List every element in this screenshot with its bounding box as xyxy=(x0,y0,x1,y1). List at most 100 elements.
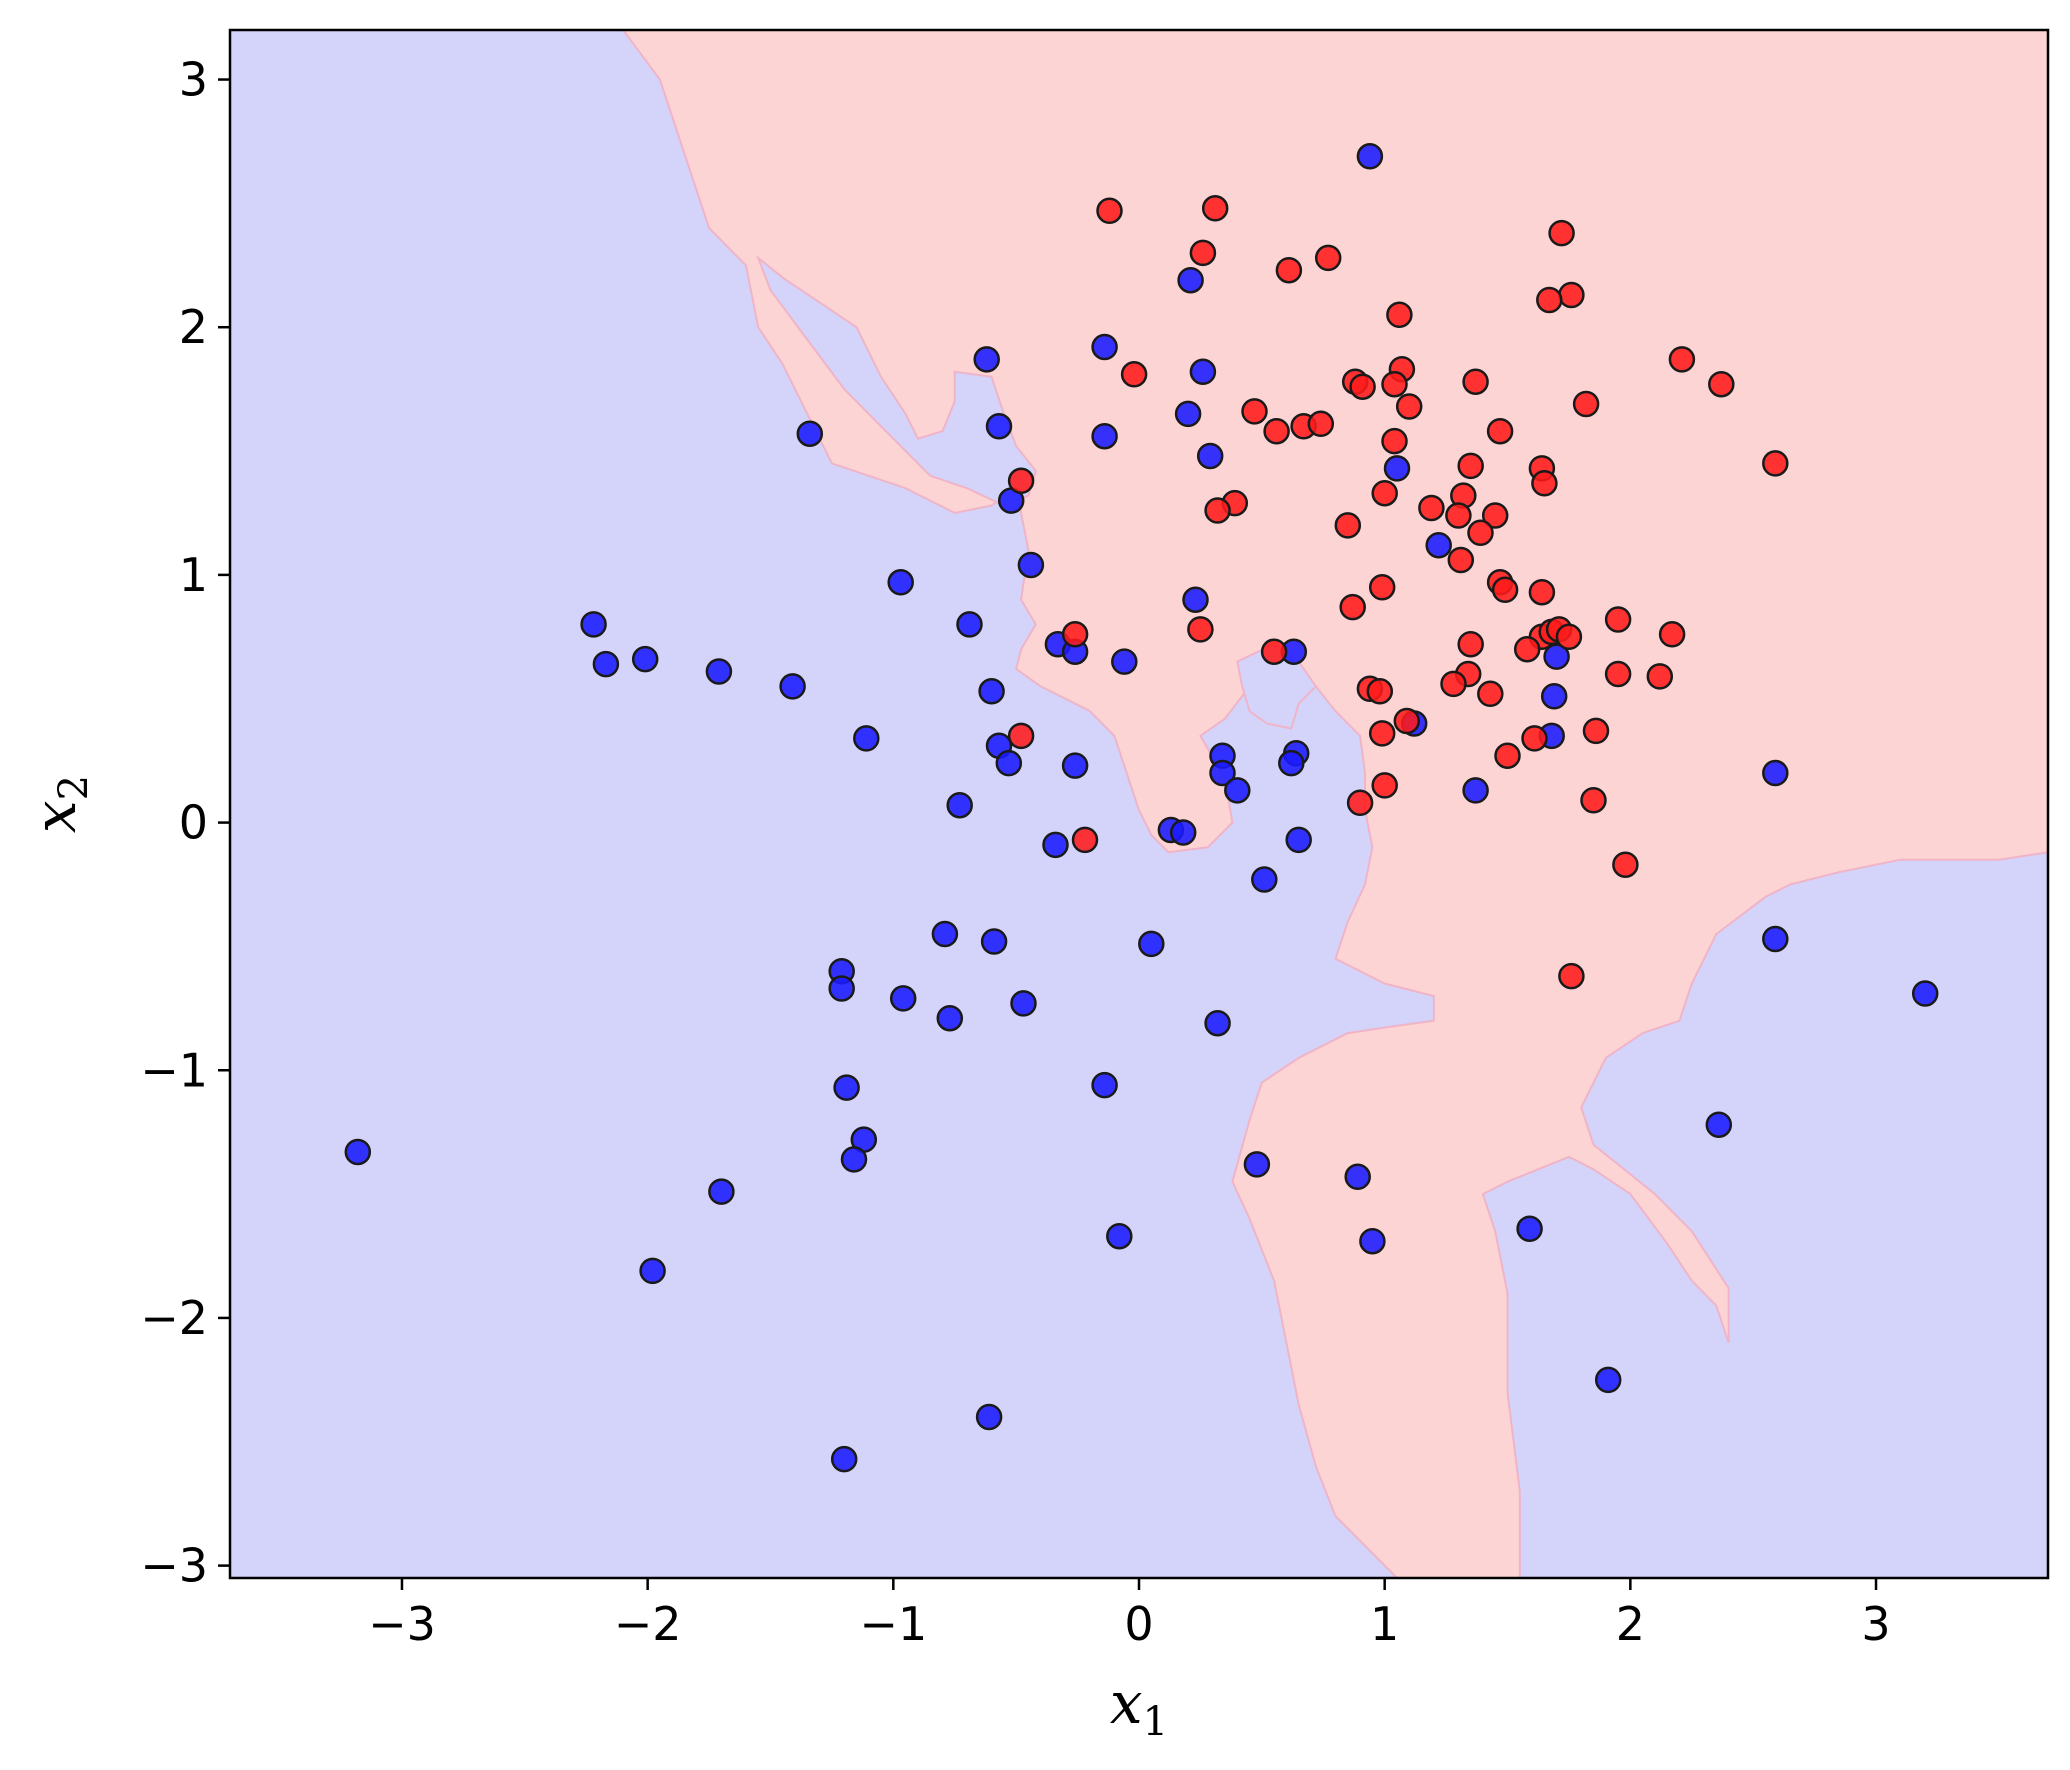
point-blue xyxy=(1177,266,1204,294)
point-red xyxy=(1395,393,1423,420)
point-red xyxy=(1457,452,1484,480)
point-red xyxy=(1531,470,1558,497)
point-red xyxy=(1260,638,1288,665)
x-tick-label: 2 xyxy=(1616,1597,1645,1651)
point-red xyxy=(1314,244,1342,272)
point-blue xyxy=(931,920,959,948)
point-red xyxy=(1491,576,1519,604)
point-blue xyxy=(978,678,1005,705)
point-blue xyxy=(779,673,806,700)
point-blue xyxy=(833,1074,860,1101)
point-red xyxy=(1604,660,1632,688)
point-red xyxy=(1201,195,1229,222)
point-red xyxy=(1334,512,1362,539)
y-tick-label: −3 xyxy=(140,1539,208,1593)
point-red xyxy=(1307,410,1335,438)
point-red xyxy=(1558,281,1585,309)
point-blue xyxy=(840,1146,868,1173)
point-red xyxy=(1467,519,1494,547)
point-blue xyxy=(1762,925,1789,953)
point-blue xyxy=(853,725,880,752)
point-red xyxy=(1513,635,1541,663)
y-axis-label: x2 xyxy=(21,775,97,833)
point-red xyxy=(1368,720,1396,747)
point-red xyxy=(1668,346,1696,373)
point-blue xyxy=(592,650,620,678)
point-red xyxy=(1582,717,1610,745)
point-red xyxy=(1658,621,1686,648)
point-red xyxy=(1572,390,1600,418)
point-blue xyxy=(1383,455,1411,482)
point-red xyxy=(1445,502,1472,529)
point-blue xyxy=(973,346,1000,373)
point-red xyxy=(1580,787,1607,814)
x-tick-label: −1 xyxy=(859,1597,927,1651)
point-blue xyxy=(708,1178,735,1205)
y-axis: −3 −2 −1 0 1 2 3 xyxy=(140,53,230,1593)
point-blue xyxy=(1251,866,1278,893)
point-red xyxy=(1071,826,1099,854)
point-red xyxy=(1708,370,1735,398)
point-blue xyxy=(1106,1222,1133,1250)
point-blue xyxy=(1174,400,1202,428)
point-red xyxy=(1536,286,1563,314)
point-blue xyxy=(1091,1071,1118,1099)
point-blue xyxy=(1010,990,1037,1017)
x-axis-label: x1 xyxy=(1110,1669,1168,1745)
point-red xyxy=(1204,497,1231,524)
point-blue xyxy=(828,975,855,1002)
point-red xyxy=(1189,239,1217,267)
point-red xyxy=(1349,373,1376,400)
point-red xyxy=(1604,606,1632,633)
point-blue xyxy=(975,1403,1003,1431)
point-blue xyxy=(631,645,659,673)
point-blue xyxy=(1169,819,1197,846)
point-blue xyxy=(1189,358,1217,386)
x-tick-label: 3 xyxy=(1861,1597,1890,1651)
point-blue xyxy=(980,928,1008,955)
point-red xyxy=(1275,256,1303,284)
point-blue xyxy=(995,749,1023,777)
point-blue xyxy=(344,1138,372,1166)
point-blue xyxy=(1278,749,1305,777)
y-tick-label: 2 xyxy=(179,300,208,354)
x-tick-label: −3 xyxy=(368,1597,436,1651)
y-tick-label: 1 xyxy=(179,548,208,602)
y-tick-label: 3 xyxy=(179,53,208,107)
point-red xyxy=(1386,301,1413,329)
plot-area xyxy=(228,28,2050,1580)
point-blue xyxy=(796,420,824,447)
point-red xyxy=(1263,417,1290,445)
point-red xyxy=(1418,494,1445,522)
point-red xyxy=(1393,707,1421,735)
point-blue xyxy=(1762,759,1789,787)
point-red xyxy=(1528,578,1556,606)
point-blue xyxy=(1111,648,1138,675)
point-red xyxy=(1548,219,1575,247)
point-red xyxy=(1494,742,1521,769)
point-red xyxy=(1371,479,1398,507)
x-axis: −3 −2 −1 0 1 2 3 xyxy=(368,1578,1891,1651)
point-red xyxy=(1486,417,1514,445)
point-blue xyxy=(1594,1366,1622,1394)
point-red xyxy=(1762,450,1789,477)
point-red xyxy=(1061,621,1089,648)
point-blue xyxy=(985,413,1013,440)
point-red xyxy=(1366,678,1394,705)
point-blue xyxy=(1344,1163,1371,1191)
point-red xyxy=(1368,574,1396,601)
point-blue xyxy=(1540,683,1568,710)
point-red xyxy=(1481,502,1509,529)
point-blue xyxy=(1196,442,1224,470)
point-red xyxy=(1477,680,1504,708)
point-red xyxy=(1555,623,1583,651)
point-blue xyxy=(639,1257,666,1285)
point-blue xyxy=(1705,1111,1733,1138)
point-red xyxy=(1447,546,1475,574)
point-blue xyxy=(1359,1227,1386,1255)
point-blue xyxy=(1042,831,1069,859)
point-blue xyxy=(946,791,973,819)
point-blue xyxy=(1356,143,1384,170)
point-blue xyxy=(1209,759,1236,787)
